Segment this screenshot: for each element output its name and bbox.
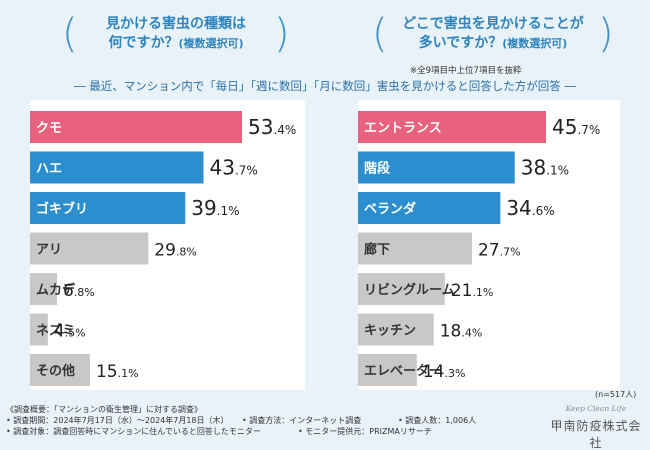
left-chart-value-label: 29.8% (154, 241, 197, 261)
left-chart-value-label: 15.1% (96, 362, 139, 382)
right-chart-category-label: 廊下 (364, 242, 390, 258)
subtitle: ― 最近、マンション内で「毎日」「週に数回」「月に数回」害虫を見かけると回答した… (74, 79, 576, 93)
right-chart-bar (358, 111, 546, 143)
left-chart-category-label: クモ (36, 121, 62, 136)
logo-company-name: 甲南防疫株式会社 (550, 419, 642, 450)
left-question-heading: 見かける害虫の種類は 何ですか？(複数選択可) (76, 8, 276, 60)
left-chart-value-label: 4.5% (54, 322, 86, 342)
left-heading-line2: 何ですか？(複数選択可) (108, 35, 244, 51)
left-chart-value-label: 43.7% (209, 156, 257, 180)
survey-count: • 調査人数：1,006人 (398, 416, 477, 425)
left-chart-bar (30, 273, 57, 305)
right-heading-line1: どこで害虫を見かけることが (402, 16, 584, 32)
right-chart-bar (358, 232, 472, 265)
left-chart-value-label: 53.4% (248, 115, 296, 139)
right-paren-open: ( (372, 11, 388, 57)
right-chart-category-label: キッチン (364, 324, 416, 339)
survey-summary: 《調査概要：「マンションの衛生管理」に対する調査》 • 調査期間：2024年7月… (6, 404, 476, 437)
right-chart-bar (358, 313, 434, 346)
left-chart-category-label: ムカデ (36, 282, 76, 298)
right-chart-bar (358, 273, 445, 305)
right-chart-bar (358, 192, 501, 224)
right-paren-close: ) (598, 11, 614, 57)
right-chart-value-label: 34.6% (506, 196, 554, 220)
left-chart-panel: クモ 53.4% ハエ 43.7% ゴキブリ 39.1% アリ 29.8% ムカデ 6.8% ネズミ… (30, 100, 305, 390)
right-chart-value-label: 45.7% (552, 115, 600, 139)
left-chart-category-label: ゴキブリ (36, 201, 88, 217)
left-chart-category-label: アリ (36, 243, 62, 258)
right-bar-chart: エントランス 45.7% 階段 38.1% ベランダ 34.6% 廊下 27.7% リビングルー… (358, 111, 600, 386)
right-chart-panel: エントランス 45.7% 階段 38.1% ベランダ 34.6% 廊下 27.7% リビングルー… (358, 100, 620, 390)
left-chart-bar (30, 354, 90, 386)
left-paren-open: ( (62, 11, 78, 57)
sample-size: (n=517人) (595, 390, 637, 399)
left-paren-close: ) (274, 11, 290, 57)
footnote: ※全9項目中上位7項目を抜粋 (410, 66, 522, 76)
right-chart-value-label: 38.1% (521, 156, 569, 180)
survey-target: • 調査対象：調査回答時にマンションに住んでいると回答したモニター (6, 427, 261, 436)
survey-provider: • モニター提供元：PRIZMAリサーチ (298, 427, 432, 436)
left-chart-bar (30, 151, 204, 184)
left-heading-line1: 見かける害虫の種類は (106, 16, 246, 32)
right-chart-bar (358, 354, 417, 386)
left-chart-bar (30, 313, 48, 346)
right-question-heading: どこで害虫を見かけることが 多いですか？(複数選択可) (384, 8, 602, 60)
right-chart-bar (358, 151, 515, 184)
right-chart-category-label: エントランス (364, 121, 442, 136)
right-chart-category-label: ベランダ (364, 201, 416, 217)
left-chart-value-label: 39.1% (191, 196, 239, 220)
logo-tagline: Keep Clean Life (565, 404, 627, 413)
right-chart-category-label: 階段 (364, 161, 390, 177)
right-chart-category-label: リビングルーム (364, 282, 455, 298)
survey-header: 《調査概要：「マンションの衛生管理」に対する調査》 (6, 405, 202, 414)
company-logo: Keep Clean Life 甲南防疫株式会社 (548, 404, 644, 450)
right-chart-value-label: 14.3% (423, 362, 466, 382)
right-chart-value-label: 27.7% (478, 241, 521, 261)
right-heading-line2: 多いですか？(複数選択可) (418, 35, 568, 51)
survey-period: • 調査期間：2024年7月17日（水）～2024年7月18日（木） (6, 416, 229, 425)
right-chart-value-label: 21.1% (451, 281, 494, 301)
survey-method: • 調査方法：インターネット調査 (242, 416, 362, 425)
left-chart-value-label: 6.8% (63, 281, 95, 301)
left-chart-category-label: その他 (36, 363, 75, 379)
left-chart-bar (30, 232, 149, 265)
left-chart-category-label: ハエ (36, 162, 62, 177)
left-chart-bar (30, 192, 186, 224)
right-chart-category-label: エレベーター (364, 364, 442, 379)
right-chart-value-label: 18.4% (440, 322, 483, 342)
left-chart-bar (30, 111, 242, 143)
left-chart-category-label: ネズミ (36, 323, 75, 339)
